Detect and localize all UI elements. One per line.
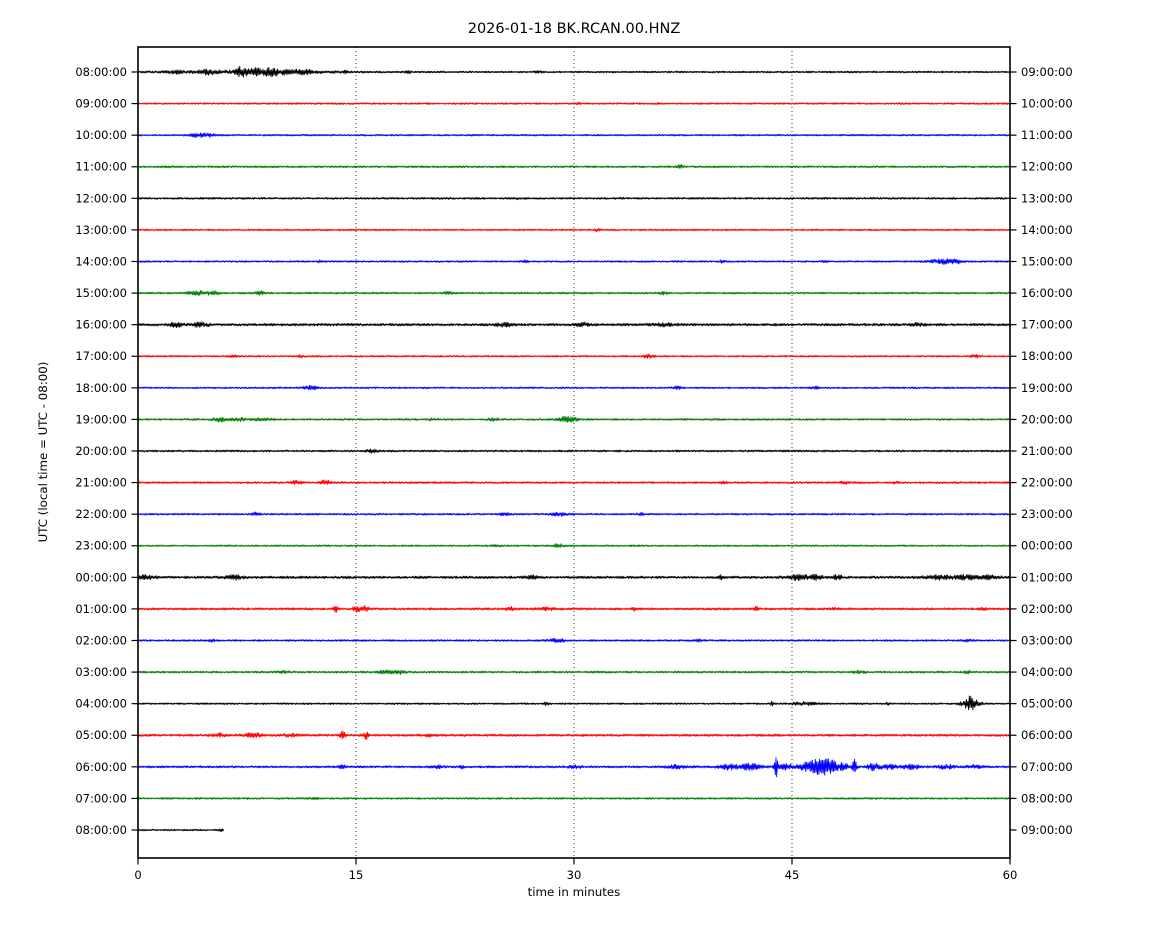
local-time-label: 08:00:00: [1021, 791, 1073, 805]
waveform-trace-120000: [137, 196, 1011, 201]
waveform-trace-150000: [137, 290, 1011, 297]
utc-time-label: 09:00:00: [75, 97, 127, 111]
waveform-trace-100000: [137, 132, 1011, 138]
waveform-trace-220000: [137, 511, 1011, 517]
utc-time-label: 15:00:00: [75, 286, 127, 300]
gridlines: [355, 47, 793, 858]
minute-tick-label: 60: [1003, 868, 1018, 882]
axis-tick-labels: 0 15 30 45 60 08:00:00 09:00:00 09:00:00 10:00:0…: [75, 65, 1072, 882]
local-time-label: 16:00:00: [1021, 286, 1073, 300]
plot-title: 2026-01-18 BK.RCAN.00.HNZ: [468, 21, 681, 37]
waveform-trace-070000: [137, 796, 1011, 801]
local-time-label: 11:00:00: [1021, 128, 1073, 142]
axis-ticks: [131, 71, 1017, 865]
local-time-label: 09:00:00: [1021, 823, 1073, 837]
utc-time-label: 14:00:00: [75, 254, 127, 268]
waveform-trace-010000: [137, 605, 1011, 613]
waveform-trace-060000: [137, 757, 1011, 778]
x-axis-label: time in minutes: [528, 885, 621, 899]
local-time-label: 14:00:00: [1021, 223, 1073, 237]
local-time-label: 23:00:00: [1021, 507, 1073, 521]
utc-time-label: 00:00:00: [75, 570, 127, 584]
minute-tick-label: 30: [567, 868, 582, 882]
waveform-trace-090000: [137, 101, 1011, 106]
waveform-trace-030000: [137, 669, 1011, 676]
utc-time-label: 20:00:00: [75, 444, 127, 458]
local-time-label: 10:00:00: [1021, 97, 1073, 111]
local-time-label: 05:00:00: [1021, 697, 1073, 711]
minute-tick-label: 45: [785, 868, 800, 882]
utc-time-label: 17:00:00: [75, 349, 127, 363]
local-time-label: 09:00:00: [1021, 65, 1073, 79]
y-axis-label: UTC (local time = UTC - 08:00): [36, 362, 50, 543]
waveform-trace-200000: [137, 448, 1011, 454]
local-time-label: 17:00:00: [1021, 318, 1073, 332]
utc-time-label: 11:00:00: [75, 160, 127, 174]
local-time-label: 04:00:00: [1021, 665, 1073, 679]
local-time-label: 07:00:00: [1021, 760, 1073, 774]
local-time-label: 18:00:00: [1021, 349, 1073, 363]
waveform-trace-040000: [137, 695, 1011, 711]
minute-tick-label: 0: [134, 868, 141, 882]
local-time-label: 13:00:00: [1021, 191, 1073, 205]
local-time-label: 15:00:00: [1021, 254, 1073, 268]
waveform-trace-000000: [137, 573, 1011, 582]
waveform-trace-140000: [137, 258, 1011, 265]
waveform-trace-080000: [137, 828, 225, 832]
utc-time-label: 08:00:00: [75, 65, 127, 79]
plot-frame: [137, 46, 1011, 859]
utc-time-label: 01:00:00: [75, 602, 127, 616]
waveform-trace-180000: [137, 384, 1011, 391]
utc-time-label: 16:00:00: [75, 318, 127, 332]
waveform-trace-230000: [137, 543, 1011, 549]
local-time-label: 06:00:00: [1021, 728, 1073, 742]
utc-time-label: 08:00:00: [75, 823, 127, 837]
utc-time-label: 07:00:00: [75, 791, 127, 805]
utc-time-label: 19:00:00: [75, 412, 127, 426]
waveform-trace-190000: [137, 415, 1011, 423]
waveform-traces: [137, 65, 1011, 832]
waveform-trace-020000: [137, 637, 1011, 644]
local-time-label: 03:00:00: [1021, 633, 1073, 647]
waveform-trace-160000: [137, 321, 1011, 328]
local-time-label: 02:00:00: [1021, 602, 1073, 616]
utc-time-label: 06:00:00: [75, 760, 127, 774]
utc-time-label: 18:00:00: [75, 381, 127, 395]
utc-time-label: 04:00:00: [75, 697, 127, 711]
minute-tick-label: 15: [349, 868, 364, 882]
utc-time-label: 23:00:00: [75, 539, 127, 553]
local-time-label: 21:00:00: [1021, 444, 1073, 458]
utc-time-label: 02:00:00: [75, 633, 127, 647]
local-time-label: 22:00:00: [1021, 476, 1073, 490]
utc-time-label: 12:00:00: [75, 191, 127, 205]
waveform-trace-050000: [137, 730, 1011, 740]
local-time-label: 01:00:00: [1021, 570, 1073, 584]
utc-time-label: 03:00:00: [75, 665, 127, 679]
local-time-label: 20:00:00: [1021, 412, 1073, 426]
utc-time-label: 05:00:00: [75, 728, 127, 742]
local-time-label: 19:00:00: [1021, 381, 1073, 395]
utc-time-label: 13:00:00: [75, 223, 127, 237]
waveform-trace-210000: [137, 479, 1011, 486]
waveform-trace-170000: [137, 353, 1011, 359]
utc-time-label: 21:00:00: [75, 476, 127, 490]
waveform-trace-110000: [137, 164, 1011, 169]
local-time-label: 00:00:00: [1021, 539, 1073, 553]
waveform-trace-080000: [137, 65, 1011, 78]
local-time-label: 12:00:00: [1021, 160, 1073, 174]
waveform-trace-130000: [137, 227, 1011, 233]
utc-time-label: 22:00:00: [75, 507, 127, 521]
utc-time-label: 10:00:00: [75, 128, 127, 142]
